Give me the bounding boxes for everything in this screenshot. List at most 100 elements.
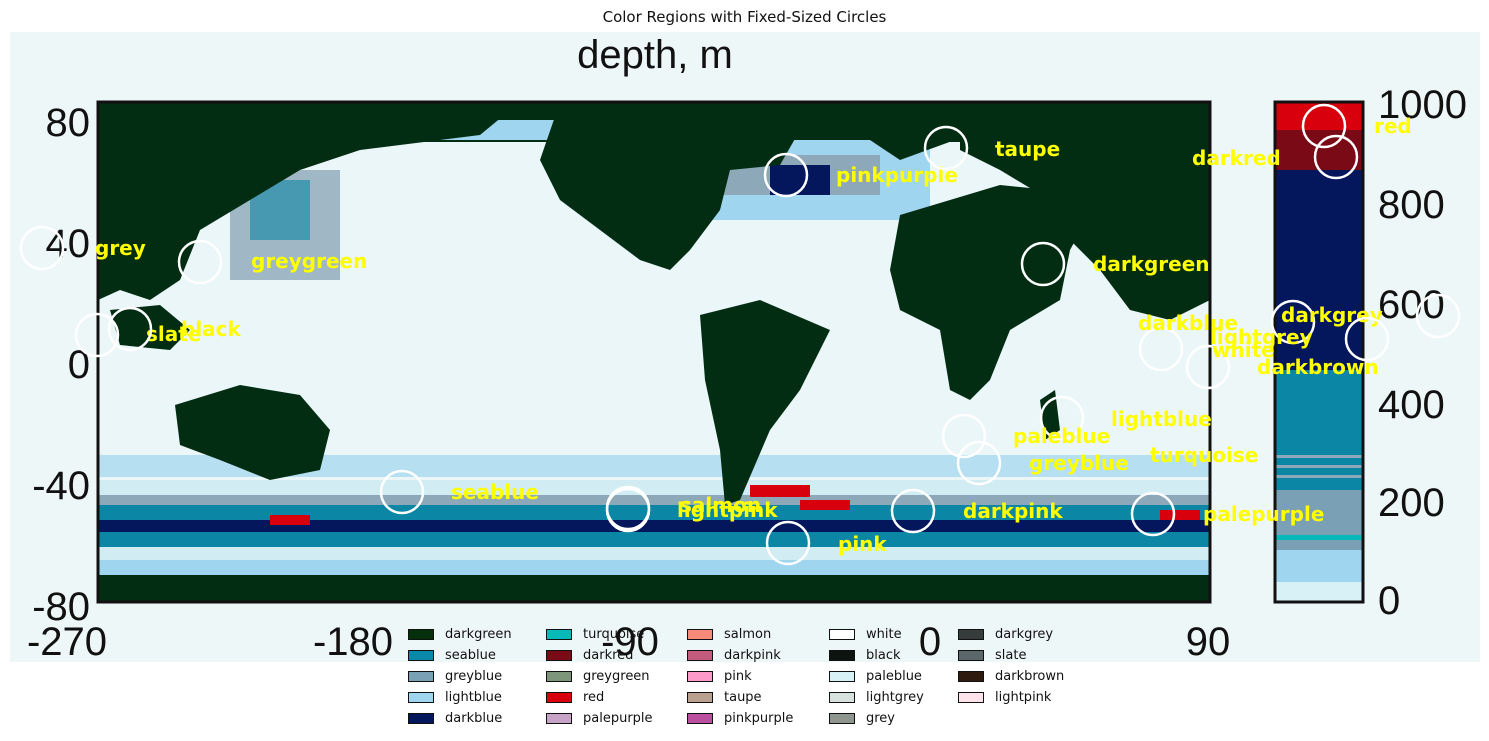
legend-item-white: white: [829, 624, 902, 644]
x-tick-neg180: -180: [313, 620, 393, 664]
legend-item-black: black: [829, 645, 901, 665]
legend-swatch-greygreen: [546, 670, 572, 682]
annotation-label-black: black: [181, 317, 242, 341]
legend-label-greygreen: greygreen: [583, 668, 650, 684]
annotation-label-darkred: darkred: [1192, 146, 1281, 170]
legend-label-darkpink: darkpink: [724, 647, 781, 663]
legend-label-seablue: seablue: [445, 647, 496, 663]
annotation-label-turquoise: turquoise: [1150, 443, 1258, 467]
legend-item-greygreen: greygreen: [546, 666, 650, 686]
legend-swatch-taupe: [687, 691, 713, 703]
annotation-circle-palepurple: [1130, 491, 1176, 537]
legend-swatch-pink: [687, 670, 713, 682]
legend-swatch-pinkpurple: [687, 712, 713, 724]
annotation-circle-greyblue: [956, 440, 1002, 486]
x-tick-neg90: -90: [601, 620, 659, 664]
y-tick-neg40: -40: [32, 464, 90, 508]
annotation-circle-seablue: [379, 469, 425, 515]
cbar-tick-800: 800: [1378, 183, 1445, 227]
legend-item-seablue: seablue: [408, 645, 496, 665]
annotation-label-paleblue: paleblue: [1013, 424, 1110, 448]
legend-item-turquoise: turquoise: [546, 624, 644, 644]
annotation-label-darkgreen: darkgreen: [1093, 252, 1210, 276]
legend-label-darkred: darkred: [583, 647, 634, 663]
annotation-label-lightblue: lightblue: [1111, 407, 1212, 431]
annotation-label-slate: slate: [146, 322, 201, 346]
legend-swatch-seablue: [408, 649, 434, 661]
annotation-label-lightpink: lightpink: [677, 498, 778, 522]
annotation-circle-darkpink: [890, 488, 936, 534]
annotation-label-darkpink: darkpink: [963, 499, 1063, 523]
x-tick-90: 90: [1186, 620, 1231, 664]
annotation-label-red: red: [1374, 114, 1412, 138]
legend-item-lightblue: lightblue: [408, 687, 502, 707]
annotation-circle-taupe: [923, 125, 969, 171]
legend-swatch-red: [546, 691, 572, 703]
annotation-circle-darkblue: [1138, 326, 1184, 372]
legend-swatch-palepurple: [546, 712, 572, 724]
annotation-circle-lightpink: [605, 487, 651, 533]
annotation-circle-turquoise: [1415, 293, 1461, 339]
legend-swatch-darkgreen: [408, 628, 434, 640]
legend-item-darkgreen: darkgreen: [408, 624, 512, 644]
legend-label-lightblue: lightblue: [445, 689, 502, 705]
annotation-label-greyblue: greyblue: [1029, 451, 1129, 475]
legend-label-red: red: [583, 689, 605, 705]
legend-label-black: black: [866, 647, 901, 663]
annotation-label-grey: grey: [95, 236, 146, 260]
legend-swatch-greyblue: [408, 670, 434, 682]
legend-label-slate: slate: [995, 647, 1027, 663]
map-frame: [96, 100, 1212, 604]
legend-swatch-darkred: [546, 649, 572, 661]
y-axis-ticks: 80 40 0 -40 -80: [32, 101, 90, 629]
legend-label-darkgrey: darkgrey: [995, 626, 1054, 642]
deep-red-spots: [270, 485, 1200, 525]
legend-label-lightpink: lightpink: [995, 689, 1052, 705]
legend-swatch-grey: [829, 712, 855, 724]
legend-item-darkbrown: darkbrown: [958, 666, 1064, 686]
map-title: depth, m: [577, 33, 733, 77]
legend-label-white: white: [866, 626, 902, 642]
annotation-label-lightgrey: lightgrey: [1210, 325, 1313, 349]
legend-item-darkpink: darkpink: [687, 645, 781, 665]
y-tick-neg80: -80: [32, 585, 90, 629]
colorbar: [1273, 100, 1365, 604]
legend-label-darkblue: darkblue: [445, 710, 503, 726]
legend-label-grey: grey: [866, 710, 896, 726]
legend-swatch-darkbrown: [958, 670, 984, 682]
annotation-circle-darkgreen: [1020, 241, 1066, 287]
legend-item-pinkpurple: pinkpurple: [687, 708, 793, 728]
cbar-tick-200: 200: [1378, 481, 1445, 525]
legend-item-slate: slate: [958, 645, 1026, 665]
legend-label-darkgreen: darkgreen: [445, 626, 512, 642]
legend-item-greyblue: greyblue: [408, 666, 502, 686]
legend-item-darkblue: darkblue: [408, 708, 502, 728]
legend-label-pink: pink: [724, 668, 752, 684]
legend-label-salmon: salmon: [724, 626, 772, 642]
annotation-label-greygreen: greygreen: [251, 249, 367, 273]
x-tick-0: 0: [919, 620, 941, 664]
x-tick-neg270: -270: [27, 620, 107, 664]
annotation-circle-white: [1185, 344, 1231, 390]
colorbar-ticks: 1000 800 600 400 200 0: [1378, 83, 1467, 623]
annotation-circle-lightblue: [1039, 395, 1085, 441]
annotation-circle-pink: [765, 520, 811, 566]
legend-item-lightgrey: lightgrey: [829, 687, 924, 707]
y-tick-80: 80: [46, 101, 91, 145]
annotation-label-darkblue: darkblue: [1138, 311, 1238, 335]
annotation-label-pinkpurple: pinkpurple: [836, 163, 958, 187]
legend-swatch-lightblue: [408, 691, 434, 703]
annotation-label-darkbrown: darkbrown: [1257, 355, 1379, 379]
legend-label-pinkpurple: pinkpurple: [724, 710, 794, 726]
legend-label-taupe: taupe: [724, 689, 762, 705]
x-axis-ticks: -270 -180 -90 0 90: [27, 620, 1230, 664]
annotation-circle-grey: [19, 225, 65, 271]
annotation-label-salmon: salmon: [680, 493, 761, 517]
annotation-label-palepurple: palepurple: [1203, 502, 1324, 526]
annotation-circle-black: [107, 306, 153, 352]
cbar-tick-1000: 1000: [1378, 83, 1467, 127]
annotation-label-pink: pink: [838, 532, 887, 556]
annotation-label-taupe: taupe: [995, 137, 1060, 161]
legend-item-pink: pink: [687, 666, 752, 686]
